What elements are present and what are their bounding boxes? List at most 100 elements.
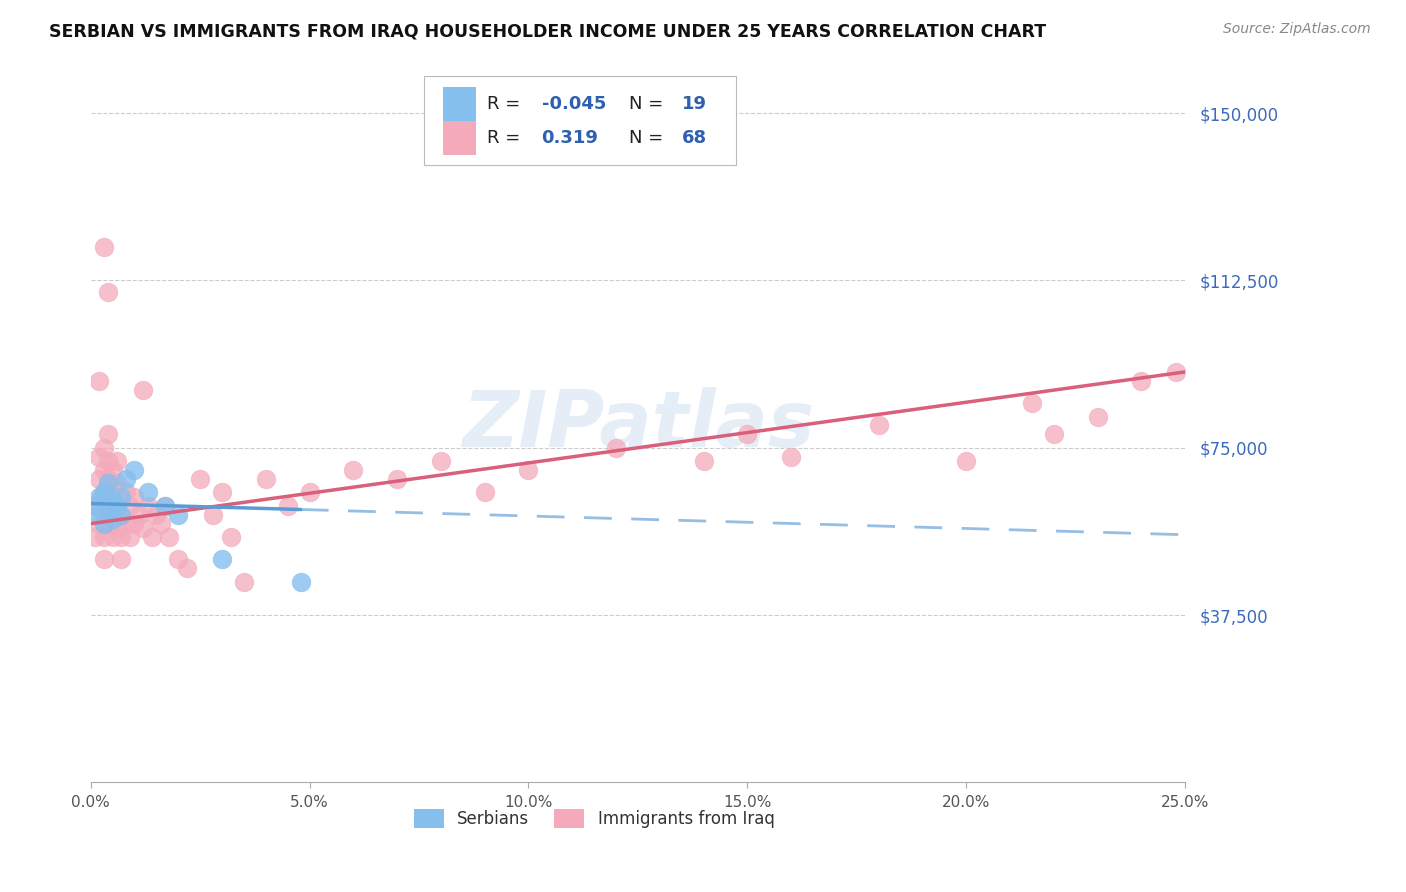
Point [211, 485, 233, 500]
Point [605, 441, 627, 455]
Point [89, 472, 111, 486]
Point [89, 494, 111, 508]
Point [110, 552, 132, 566]
Point [105, 499, 128, 513]
Point [254, 472, 277, 486]
Point [84, 530, 107, 544]
Point [298, 485, 321, 500]
Text: -0.045: -0.045 [541, 95, 606, 113]
Point [114, 516, 136, 531]
Point [110, 508, 132, 522]
Point [89, 508, 111, 522]
Point [97, 503, 120, 517]
Point [141, 530, 163, 544]
Point [97, 472, 120, 486]
Point [1021, 396, 1043, 410]
Point [97, 427, 120, 442]
Text: ZIPatlas: ZIPatlas [461, 387, 814, 464]
Point [101, 530, 124, 544]
Point [136, 485, 159, 500]
Point [124, 463, 146, 477]
Point [232, 574, 254, 589]
Point [780, 450, 803, 464]
Point [868, 418, 890, 433]
Point [114, 485, 136, 500]
Text: N =: N = [628, 95, 669, 113]
Point [149, 516, 172, 531]
Point [342, 463, 364, 477]
Point [1087, 409, 1109, 424]
Point [93, 463, 115, 477]
Point [118, 530, 141, 544]
Point [97, 454, 120, 468]
Point [1166, 365, 1188, 379]
Point [737, 427, 759, 442]
Point [84, 499, 107, 513]
Point [93, 240, 115, 254]
Point [202, 508, 225, 522]
Point [89, 490, 111, 504]
Point [188, 472, 211, 486]
Point [101, 463, 124, 477]
Point [167, 552, 190, 566]
Bar [443, 87, 475, 121]
Text: R =: R = [486, 128, 526, 147]
Point [89, 516, 111, 531]
Text: SERBIAN VS IMMIGRANTS FROM IRAQ HOUSEHOLDER INCOME UNDER 25 YEARS CORRELATION CH: SERBIAN VS IMMIGRANTS FROM IRAQ HOUSEHOL… [49, 22, 1046, 40]
Point [93, 508, 115, 522]
Point [118, 499, 141, 513]
Point [159, 530, 181, 544]
Point [101, 494, 124, 508]
Point [290, 574, 312, 589]
Point [955, 454, 977, 468]
Point [97, 285, 120, 299]
Point [114, 472, 136, 486]
Point [101, 512, 124, 526]
Point [211, 552, 233, 566]
Point [430, 454, 453, 468]
Point [1130, 374, 1153, 388]
Point [277, 499, 299, 513]
Point [93, 530, 115, 544]
Point [153, 499, 176, 513]
Point [97, 476, 120, 491]
Bar [443, 120, 475, 155]
Point [176, 561, 198, 575]
Point [97, 516, 120, 531]
Point [145, 508, 167, 522]
Point [1043, 427, 1066, 442]
Point [93, 485, 115, 500]
FancyBboxPatch shape [425, 76, 737, 165]
Point [110, 530, 132, 544]
Text: N =: N = [628, 128, 669, 147]
Point [474, 485, 496, 500]
Point [128, 508, 150, 522]
Point [93, 441, 115, 455]
Point [219, 530, 242, 544]
Point [136, 499, 159, 513]
Point [97, 499, 120, 513]
Point [124, 516, 146, 531]
Point [105, 454, 128, 468]
Point [692, 454, 714, 468]
Point [105, 499, 128, 513]
Point [105, 476, 128, 491]
Point [101, 508, 124, 522]
Text: R =: R = [486, 95, 526, 113]
Point [110, 508, 132, 522]
Legend: Serbians, Immigrants from Iraq: Serbians, Immigrants from Iraq [408, 802, 782, 835]
Text: 0.319: 0.319 [541, 128, 599, 147]
Point [93, 552, 115, 566]
Text: 19: 19 [682, 95, 707, 113]
Text: 68: 68 [682, 128, 707, 147]
Point [101, 485, 124, 500]
Point [132, 383, 155, 397]
Point [385, 472, 408, 486]
Point [517, 463, 540, 477]
Point [93, 485, 115, 500]
Point [167, 508, 190, 522]
Point [89, 450, 111, 464]
Point [89, 374, 111, 388]
Point [124, 490, 146, 504]
Point [132, 521, 155, 535]
